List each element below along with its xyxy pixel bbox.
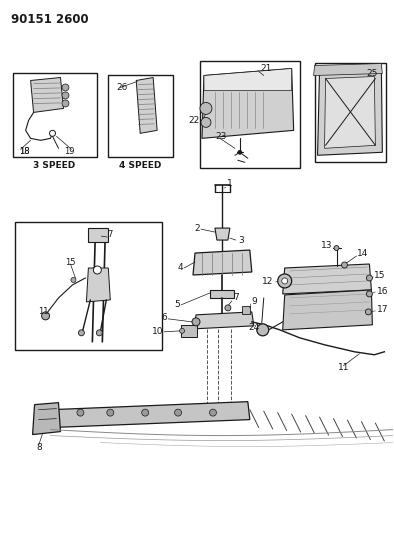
Circle shape — [78, 330, 84, 336]
Circle shape — [201, 117, 211, 127]
Circle shape — [142, 409, 149, 416]
Text: 26: 26 — [116, 83, 128, 92]
Text: 15: 15 — [65, 257, 76, 266]
Text: 11: 11 — [338, 363, 349, 372]
Text: 22: 22 — [189, 116, 200, 125]
Circle shape — [71, 278, 76, 282]
Bar — [200, 61, 299, 168]
Circle shape — [257, 324, 269, 336]
Polygon shape — [314, 63, 382, 76]
Text: 13: 13 — [321, 240, 333, 249]
Bar — [314, 62, 387, 162]
Text: 3 SPEED: 3 SPEED — [33, 161, 76, 170]
Text: 4 SPEED: 4 SPEED — [119, 161, 162, 170]
Text: 7: 7 — [107, 230, 113, 239]
Circle shape — [225, 305, 231, 311]
Bar — [181, 325, 197, 337]
Circle shape — [278, 274, 292, 288]
Circle shape — [342, 262, 348, 268]
Circle shape — [41, 312, 50, 320]
Text: 23: 23 — [215, 132, 226, 141]
Circle shape — [107, 409, 114, 416]
Polygon shape — [215, 228, 230, 240]
Polygon shape — [204, 69, 292, 91]
Circle shape — [200, 102, 212, 115]
Text: 18: 18 — [19, 147, 29, 156]
Text: 90151 2600: 90151 2600 — [11, 13, 88, 26]
Polygon shape — [194, 312, 254, 329]
Circle shape — [238, 150, 242, 154]
Polygon shape — [283, 290, 372, 330]
Bar — [13, 72, 97, 157]
Circle shape — [366, 275, 372, 281]
Polygon shape — [318, 66, 382, 155]
Text: 25: 25 — [366, 69, 378, 78]
Text: 4: 4 — [177, 263, 183, 272]
Polygon shape — [86, 268, 110, 302]
Polygon shape — [202, 69, 294, 139]
Bar — [88, 228, 108, 242]
Text: 16: 16 — [377, 287, 389, 296]
Circle shape — [366, 291, 372, 297]
Polygon shape — [31, 77, 63, 112]
Circle shape — [62, 100, 69, 107]
Text: 18: 18 — [19, 147, 29, 156]
Polygon shape — [136, 77, 157, 133]
Text: 10: 10 — [152, 327, 163, 336]
Text: 21: 21 — [261, 64, 272, 73]
Text: 8: 8 — [37, 443, 42, 452]
Circle shape — [365, 309, 372, 315]
Circle shape — [282, 278, 288, 284]
Circle shape — [93, 266, 101, 274]
Text: 5: 5 — [174, 301, 180, 309]
Text: 1: 1 — [227, 179, 232, 188]
Text: 7: 7 — [233, 294, 239, 302]
Bar — [210, 290, 234, 298]
Polygon shape — [33, 402, 61, 434]
Text: 11: 11 — [39, 308, 49, 317]
Text: 12: 12 — [262, 278, 274, 286]
Text: 24: 24 — [249, 324, 260, 333]
Text: 2: 2 — [194, 224, 200, 232]
Bar — [15, 222, 162, 350]
Circle shape — [210, 409, 216, 416]
Polygon shape — [193, 250, 252, 275]
Circle shape — [62, 84, 69, 91]
Polygon shape — [283, 264, 372, 294]
Text: 14: 14 — [357, 248, 369, 257]
Circle shape — [97, 330, 102, 336]
Circle shape — [180, 328, 184, 333]
Text: 6: 6 — [162, 313, 167, 322]
Circle shape — [192, 318, 200, 326]
Circle shape — [62, 92, 69, 99]
Bar — [108, 76, 173, 157]
Text: 3: 3 — [238, 236, 243, 245]
Circle shape — [77, 409, 84, 416]
Polygon shape — [325, 77, 375, 148]
Text: 9: 9 — [252, 297, 258, 306]
Bar — [242, 306, 250, 314]
Polygon shape — [50, 402, 250, 427]
Text: 19: 19 — [65, 147, 75, 156]
Circle shape — [50, 131, 56, 136]
Text: 15: 15 — [374, 271, 386, 280]
Circle shape — [175, 409, 182, 416]
Text: 17: 17 — [377, 305, 389, 314]
Circle shape — [334, 246, 339, 251]
